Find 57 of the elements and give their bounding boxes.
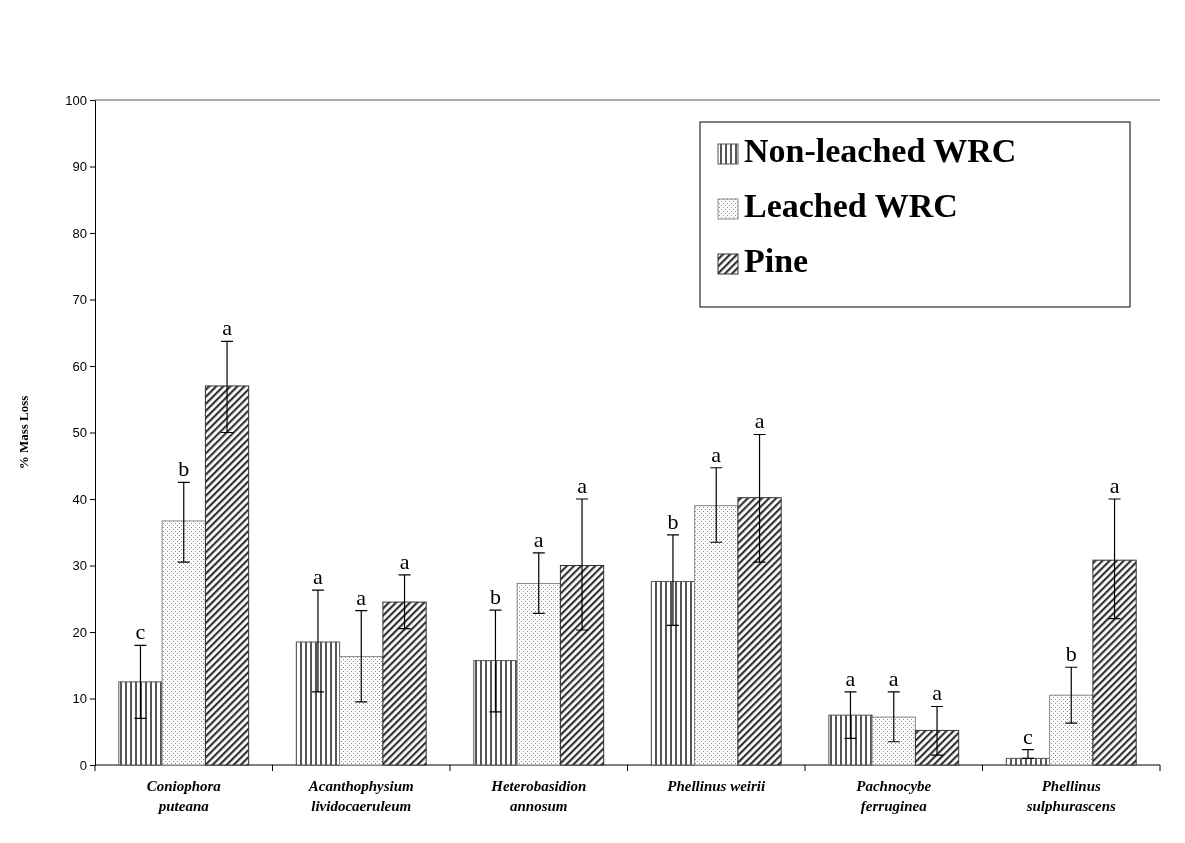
- bar: [382, 601, 427, 766]
- x-tick-label: Acanthophysium lividocaeruleum: [307, 778, 414, 814]
- bar: [204, 385, 250, 766]
- x-tick-label: Pachnocybe ferruginea: [856, 778, 932, 814]
- bar: [559, 565, 605, 766]
- data-label: a: [845, 665, 856, 691]
- data-label: a: [533, 526, 544, 552]
- x-tick-label: Phellinus sulphurascens: [1025, 778, 1117, 814]
- data-label: a: [577, 473, 588, 498]
- x-tick-label: Coniophora puteana: [146, 778, 222, 814]
- data-label: b: [1065, 641, 1077, 667]
- data-label: a: [888, 665, 899, 691]
- y-tick-label: 0: [79, 757, 87, 773]
- data-label: b: [178, 456, 190, 482]
- bar: [1092, 559, 1137, 766]
- y-tick-label: 70: [72, 292, 87, 308]
- y-tick-label: 60: [72, 358, 87, 374]
- data-label: a: [754, 408, 765, 434]
- y-axis-title: % Mass Loss: [16, 395, 31, 470]
- data-label: b: [489, 584, 501, 610]
- bar: [118, 681, 163, 766]
- bar: [828, 714, 873, 766]
- data-label: b: [667, 508, 679, 534]
- y-tick-label: 20: [72, 624, 87, 640]
- data-label: a: [399, 548, 410, 574]
- bar: [1005, 757, 1051, 766]
- data-label: a: [932, 680, 943, 706]
- x-tick-label: Heterobasidion annosum: [490, 778, 587, 814]
- data-label: a: [1109, 473, 1120, 498]
- legend-label: Leached WRC: [744, 187, 958, 224]
- bar: [473, 660, 518, 766]
- bar: [694, 505, 739, 766]
- bar: [1049, 694, 1094, 766]
- bar: [871, 716, 916, 766]
- bar: [737, 497, 782, 766]
- x-tick-label: Phellinus weirii: [667, 778, 767, 794]
- data-label: a: [356, 584, 367, 610]
- bar: [914, 729, 960, 766]
- y-tick-label: 100: [65, 92, 87, 108]
- bar: [161, 520, 206, 766]
- bar: [516, 582, 561, 766]
- data-label: a: [222, 315, 233, 341]
- data-label: a: [313, 564, 324, 590]
- bar: [650, 580, 696, 766]
- y-tick-label: 80: [72, 225, 87, 241]
- legend-label: Pine: [744, 242, 809, 279]
- bar: [339, 656, 384, 766]
- bar: [295, 641, 341, 766]
- y-tick-label: 90: [72, 159, 87, 175]
- y-tick-label: 30: [72, 558, 87, 574]
- y-tick-label: 50: [72, 425, 87, 441]
- y-tick-label: 10: [72, 691, 87, 707]
- y-tick-label: 40: [72, 491, 87, 507]
- data-label: a: [711, 441, 722, 467]
- legend-label: Non-leached WRC: [744, 132, 1017, 169]
- data-label: c: [135, 619, 146, 645]
- data-label: c: [1023, 723, 1034, 749]
